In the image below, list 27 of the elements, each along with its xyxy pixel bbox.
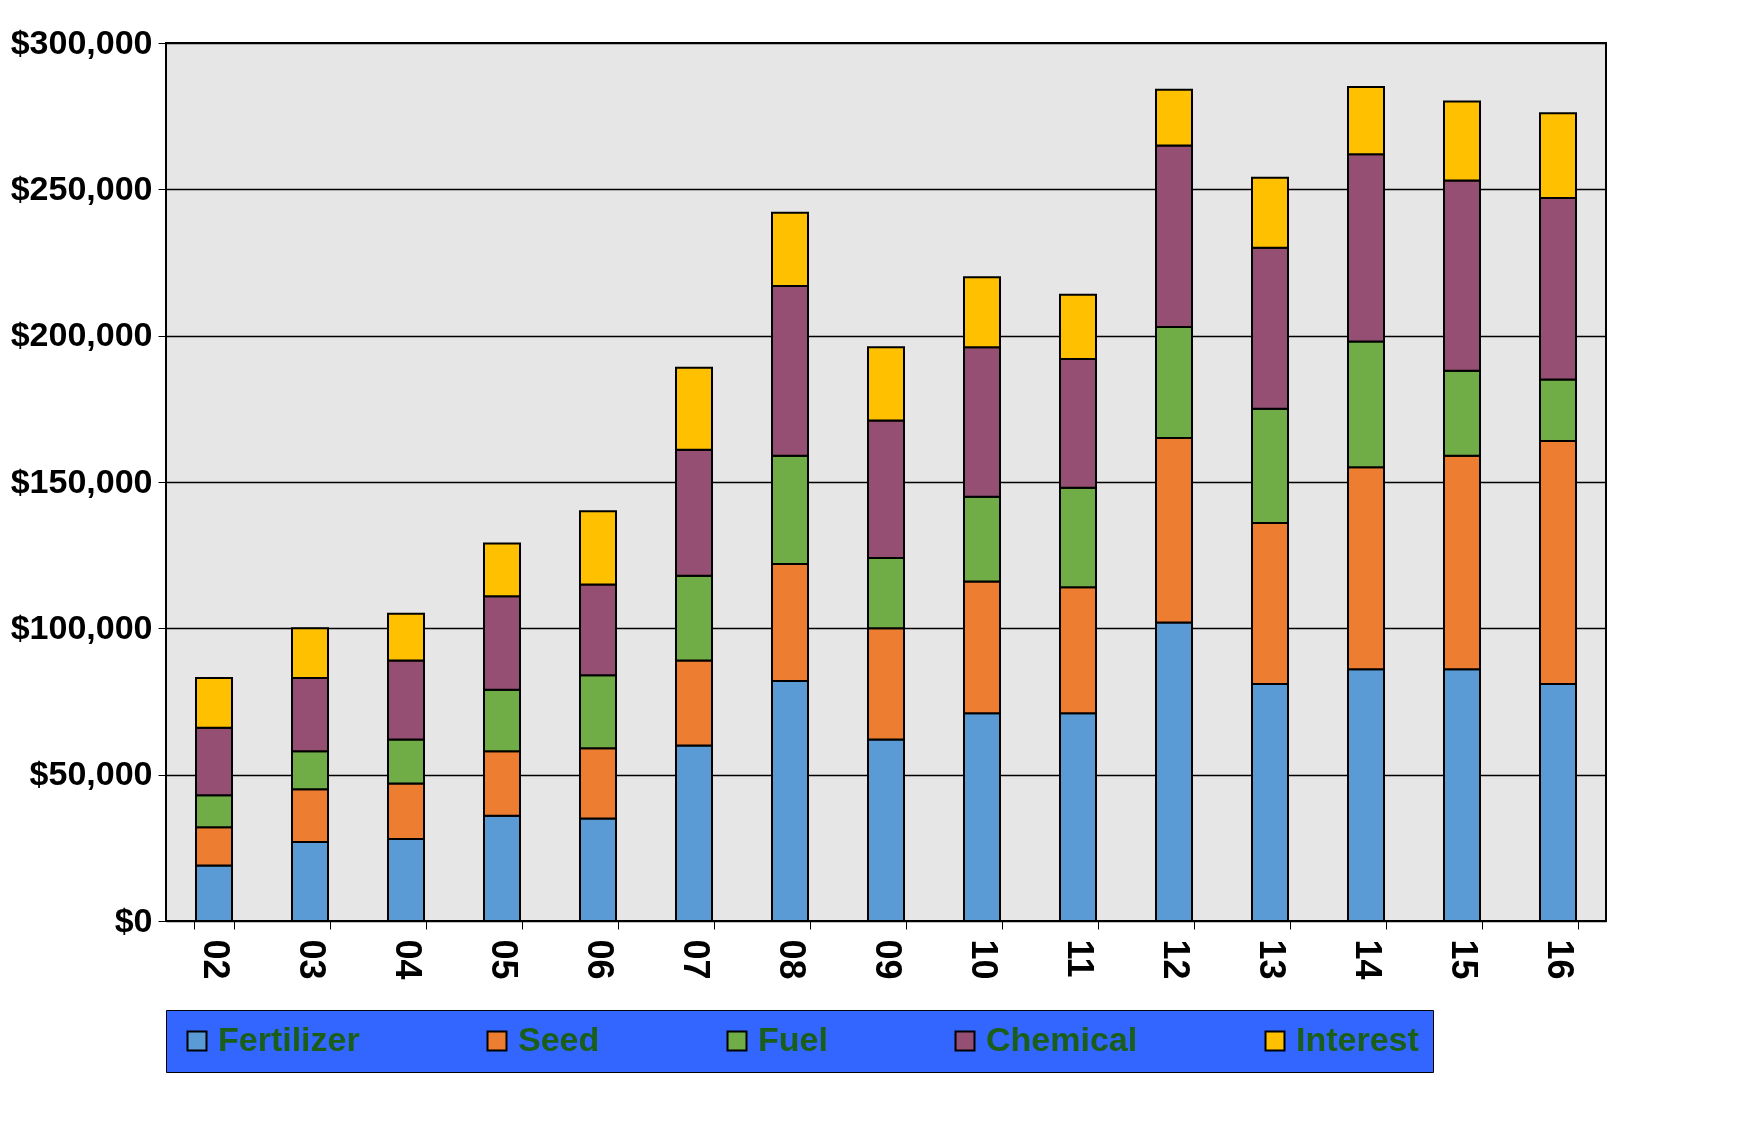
legend-label: Seed [518,1020,600,1058]
x-tick-label: 02 [195,939,237,980]
x-tick-label: 03 [291,939,333,980]
legend-label: Chemical [986,1020,1138,1058]
legend-label: Interest [1296,1020,1419,1058]
y-tick-label: $300,000 [10,22,153,61]
x-tick-label: 05 [483,939,525,980]
y-tick-label: $0 [114,900,153,939]
y-tick-label: $200,000 [10,315,153,354]
x-tick-label: 16 [1539,939,1581,980]
x-tick-label: 11 [1059,939,1101,978]
y-tick-label: $50,000 [29,754,153,793]
x-tick-label: 13 [1251,939,1293,980]
legend-label: Fertilizer [218,1020,360,1058]
y-tick-label: $150,000 [10,461,153,500]
x-tick-label: 04 [387,939,429,980]
y-tick-label: $250,000 [10,168,153,207]
x-tick-label: 07 [675,939,717,980]
x-tick-label: 09 [867,939,909,980]
x-tick-label: 06 [579,939,621,980]
x-tick-label: 12 [1155,939,1197,980]
x-tick-label: 10 [963,939,1005,980]
legend-label: Fuel [758,1020,828,1058]
y-tick-label: $100,000 [10,607,153,646]
x-tick-label: 08 [771,939,813,980]
x-tick-label: 14 [1347,939,1389,980]
x-tick-label: 15 [1443,939,1485,980]
